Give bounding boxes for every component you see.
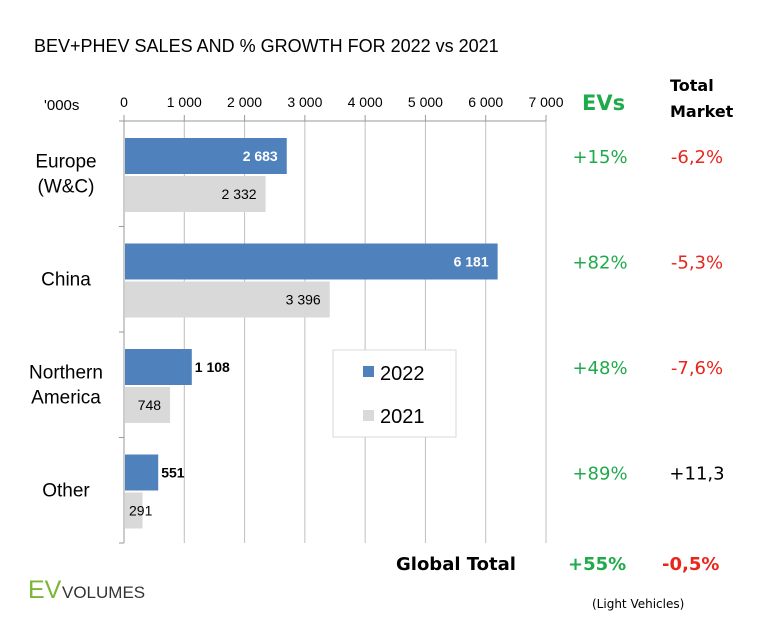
bar-2021 bbox=[125, 492, 143, 529]
global-total-market: -0,5% bbox=[662, 554, 719, 575]
svg-text:EV: EV bbox=[28, 576, 62, 604]
ev-growth: +82% bbox=[572, 253, 627, 274]
data-label-2021: 2 332 bbox=[222, 186, 257, 202]
ev-volumes-logo: EV VOLUMES bbox=[28, 576, 145, 604]
x-tick-label: 1 000 bbox=[167, 94, 202, 110]
ev-growth: +48% bbox=[572, 358, 627, 379]
data-label-2022: 6 181 bbox=[454, 254, 489, 270]
data-label-2021: 748 bbox=[138, 397, 162, 413]
data-label-2022: 551 bbox=[161, 465, 185, 481]
market-growth: -7,6% bbox=[671, 358, 723, 379]
total-market-header-1: Total bbox=[670, 76, 714, 95]
x-tick-label: 6 000 bbox=[468, 94, 503, 110]
global-total-label: Global Total bbox=[396, 554, 516, 575]
x-tick-label: 3 000 bbox=[287, 94, 322, 110]
bar-2022 bbox=[125, 138, 287, 174]
data-label-2022: 1 108 bbox=[195, 359, 230, 375]
x-tick-label: 5 000 bbox=[408, 94, 443, 110]
legend-swatch-2022 bbox=[363, 366, 374, 377]
category-label: Northern bbox=[29, 362, 103, 383]
ev-growth: +15% bbox=[572, 147, 627, 168]
x-tick-label: 7 000 bbox=[528, 94, 563, 110]
bar-2021 bbox=[125, 281, 330, 318]
x-tick-label: 4 000 bbox=[348, 94, 383, 110]
data-label-2021: 291 bbox=[129, 503, 153, 519]
unit-label: '000s bbox=[44, 97, 79, 114]
legend: 2022 2021 bbox=[332, 349, 457, 438]
market-growth: +11,3 bbox=[669, 464, 724, 485]
x-tick-label: 2 000 bbox=[227, 94, 262, 110]
legend-label-2022: 2022 bbox=[380, 363, 425, 385]
data-label-2021: 3 396 bbox=[286, 292, 321, 308]
category-label: (W&C) bbox=[38, 176, 95, 197]
ev-growth: +89% bbox=[572, 464, 627, 485]
market-growth: -5,3% bbox=[671, 253, 723, 274]
bar-2021 bbox=[125, 387, 171, 423]
category-label: America bbox=[31, 387, 101, 408]
category-label: China bbox=[41, 269, 91, 290]
footnote: (Light Vehicles) bbox=[592, 597, 684, 611]
chart-title: BEV+PHEV SALES AND % GROWTH FOR 2022 vs … bbox=[34, 36, 499, 56]
bar-2022 bbox=[125, 349, 192, 385]
data-label-2022: 2 683 bbox=[243, 148, 278, 164]
svg-text:VOLUMES: VOLUMES bbox=[62, 583, 145, 602]
market-growth: -6,2% bbox=[671, 147, 723, 168]
legend-swatch-2021 bbox=[363, 410, 374, 421]
bar-2022 bbox=[125, 454, 159, 491]
bar-2022 bbox=[125, 243, 498, 280]
global-total-ev: +55% bbox=[568, 554, 626, 575]
x-tick-label: 0 bbox=[120, 94, 128, 110]
bar-2021 bbox=[125, 176, 266, 212]
legend-label-2021: 2021 bbox=[380, 406, 425, 428]
category-label: Other bbox=[42, 480, 90, 501]
total-market-header-2: Market bbox=[670, 102, 734, 121]
category-label: Europe bbox=[35, 151, 96, 172]
evs-header: EVs bbox=[582, 91, 625, 115]
